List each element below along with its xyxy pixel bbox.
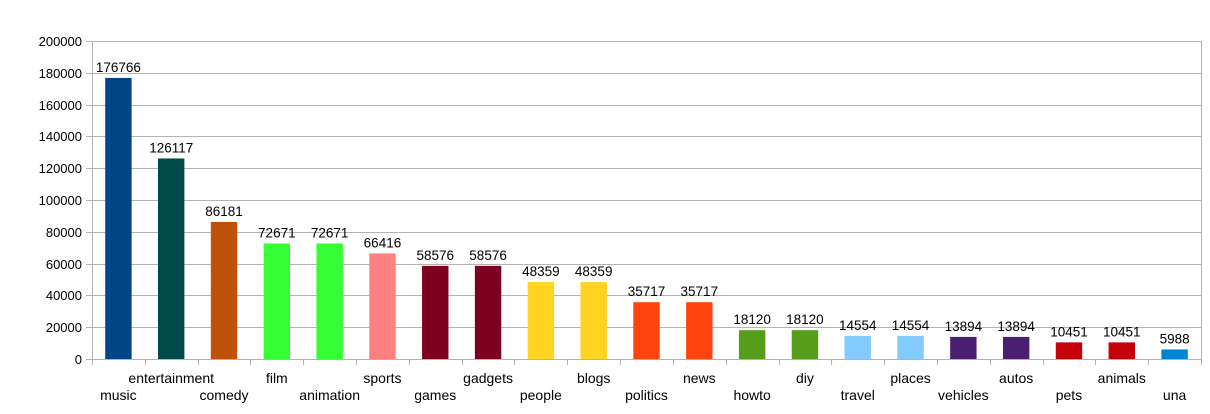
y-tick-label: 20000 xyxy=(46,320,82,335)
y-tick-label: 40000 xyxy=(46,288,82,303)
x-tick-label-animation: animation xyxy=(299,387,360,403)
bar-autos xyxy=(1002,336,1030,359)
bars xyxy=(105,77,1188,359)
bar-una xyxy=(1161,349,1188,359)
bar-sports xyxy=(369,253,396,359)
data-label-howto: 18120 xyxy=(733,312,771,327)
data-label-sports: 66416 xyxy=(364,235,402,250)
data-labels: 176766 126117 86181 72671 72671 66416 58576 585… xyxy=(96,60,1190,347)
bar-gadgets xyxy=(474,265,502,359)
x-tick-label-vehicles: vehicles xyxy=(938,387,989,403)
data-label-news: 35717 xyxy=(681,284,719,299)
y-tick-label: 140000 xyxy=(39,129,82,144)
bar-animals xyxy=(1108,342,1135,359)
bar-howto xyxy=(738,330,766,359)
x-tick-label-pets: pets xyxy=(1056,387,1082,403)
data-label-animation: 72671 xyxy=(311,225,349,240)
y-tick-label: 80000 xyxy=(46,225,82,240)
data-label-animals: 10451 xyxy=(1103,324,1141,339)
x-tick-label-people: people xyxy=(520,387,562,403)
x-tick-label-sports: sports xyxy=(363,370,401,386)
bar-games xyxy=(422,265,449,359)
y-axis: 0 20000 40000 60000 80000 100000 120000 140000 1… xyxy=(39,34,82,367)
data-label-music: 176766 xyxy=(96,60,141,75)
data-label-comedy: 86181 xyxy=(205,204,243,219)
data-label-people: 48359 xyxy=(522,264,560,279)
bar-diy xyxy=(791,330,819,359)
data-label-diy: 18120 xyxy=(786,312,824,327)
y-tick-label: 100000 xyxy=(39,193,82,208)
x-tick-label-autos: autos xyxy=(999,370,1033,386)
data-label-places: 14554 xyxy=(892,318,930,333)
bar-film xyxy=(263,243,291,359)
data-label-vehicles: 13894 xyxy=(945,319,983,334)
y-tick-label: 60000 xyxy=(46,257,82,272)
x-tick-label-politics: politics xyxy=(625,387,668,403)
x-tick-label-gadgets: gadgets xyxy=(463,370,513,386)
x-tick-label-animals: animals xyxy=(1098,370,1146,386)
y-tick-label: 180000 xyxy=(39,66,82,81)
x-tick-label-diy: diy xyxy=(796,370,814,386)
bar-blogs xyxy=(580,282,607,359)
bar-vehicles xyxy=(950,336,977,359)
data-label-una: 5988 xyxy=(1160,331,1190,346)
data-label-gadgets: 58576 xyxy=(469,248,507,263)
data-label-pets: 10451 xyxy=(1050,324,1088,339)
bar-places xyxy=(897,335,924,359)
x-tick-label-howto: howto xyxy=(733,387,771,403)
y-tick-label: 200000 xyxy=(39,34,82,49)
bar-comedy xyxy=(210,221,238,359)
data-label-travel: 14554 xyxy=(839,318,877,333)
y-tick-label: 0 xyxy=(75,352,82,367)
bar-news xyxy=(686,302,713,359)
bar-entertainment xyxy=(158,158,185,359)
x-tick-label-comedy: comedy xyxy=(200,387,249,403)
x-tick-label-news: news xyxy=(683,370,716,386)
data-label-blogs: 48359 xyxy=(575,264,613,279)
x-tick-label-games: games xyxy=(414,387,456,403)
data-label-politics: 35717 xyxy=(628,284,666,299)
bar-people xyxy=(527,282,555,359)
data-label-film: 72671 xyxy=(258,225,296,240)
x-tick-label-places: places xyxy=(890,370,930,386)
x-tick-label-blogs: blogs xyxy=(577,370,610,386)
bar-music xyxy=(105,77,132,359)
y-tick-label: 120000 xyxy=(39,161,82,176)
x-tick-label-film: film xyxy=(266,370,288,386)
x-tick-label-travel: travel xyxy=(841,387,875,403)
bar-animation xyxy=(316,243,343,359)
x-tick-label-entertainment: entertainment xyxy=(128,370,214,386)
x-tick-label-una: una xyxy=(1163,387,1187,403)
bar-politics xyxy=(633,302,660,359)
data-label-games: 58576 xyxy=(416,248,454,263)
bar-travel xyxy=(844,335,871,359)
data-label-autos: 13894 xyxy=(997,319,1035,334)
data-label-entertainment: 126117 xyxy=(149,140,193,155)
x-tick-label-music: music xyxy=(100,387,137,403)
y-tick-label: 160000 xyxy=(39,98,82,113)
bar-pets xyxy=(1055,342,1083,359)
